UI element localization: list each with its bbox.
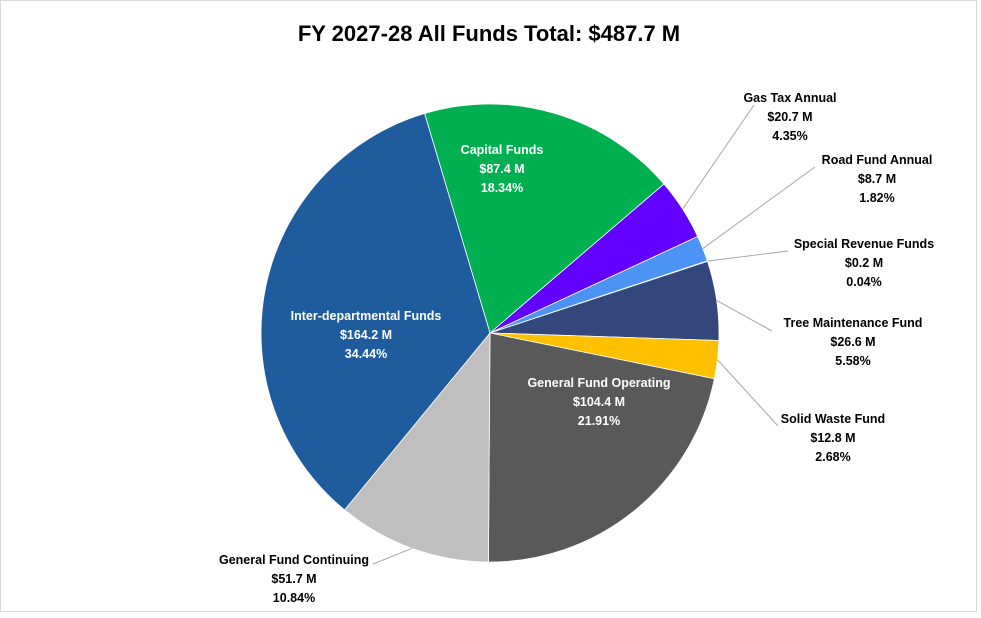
- data-label-general-fund-continuing-name: General Fund Continuing: [219, 553, 369, 567]
- leader-line-gas-tax-annual: [682, 104, 755, 210]
- data-label-capital-funds-amount: $87.4 M: [479, 162, 524, 176]
- data-label-special-revenue-funds-percent: 0.04%: [846, 275, 881, 289]
- data-label-inter-departmental-funds-amount: $164.2 M: [340, 328, 392, 342]
- data-label-tree-maintenance-fund-percent: 5.58%: [835, 354, 870, 368]
- leader-lines: [372, 104, 816, 565]
- data-label-tree-maintenance-fund-name: Tree Maintenance Fund: [784, 316, 923, 330]
- leader-line-special-revenue-funds: [707, 250, 789, 262]
- data-label-special-revenue-funds-amount: $0.2 M: [845, 256, 883, 270]
- data-label-capital-funds-name: Capital Funds: [461, 143, 544, 157]
- data-label-solid-waste-fund-amount: $12.8 M: [810, 431, 855, 445]
- leader-line-road-fund-annual: [702, 166, 816, 249]
- pie-slice-general-fund-operating: [488, 332, 715, 563]
- data-label-capital-funds-percent: 18.34%: [481, 181, 523, 195]
- data-label-solid-waste-fund-name: Solid Waste Fund: [781, 412, 885, 426]
- data-label-general-fund-continuing-amount: $51.7 M: [271, 572, 316, 586]
- data-label-road-fund-annual-percent: 1.82%: [859, 191, 894, 205]
- data-label-solid-waste-fund-percent: 2.68%: [815, 450, 850, 464]
- data-label-general-fund-operating-percent: 21.91%: [578, 414, 620, 428]
- data-label-road-fund-annual-amount: $8.7 M: [858, 172, 896, 186]
- data-label-gas-tax-annual-name: Gas Tax Annual: [743, 91, 836, 105]
- slice-labels: Capital Funds $87.4 M 18.34% Gas Tax Annual…: [219, 91, 934, 605]
- leader-line-solid-waste-fund: [717, 359, 779, 427]
- leader-line-general-fund-continuing: [372, 547, 413, 565]
- data-label-road-fund-annual-name: Road Fund Annual: [822, 153, 933, 167]
- pie-slice-capital-funds: [424, 103, 665, 334]
- leader-line-tree-maintenance-fund: [716, 299, 773, 332]
- data-label-general-fund-continuing-percent: 10.84%: [273, 591, 315, 605]
- data-label-inter-departmental-funds-percent: 34.44%: [345, 347, 387, 361]
- chart-title: FY 2027-28 All Funds Total: $487.7 M: [298, 21, 680, 46]
- data-label-special-revenue-funds-name: Special Revenue Funds: [794, 237, 934, 251]
- pie-slice-inter-departmental-funds: [260, 113, 491, 511]
- data-label-inter-departmental-funds-name: Inter-departmental Funds: [291, 309, 442, 323]
- data-label-tree-maintenance-fund-amount: $26.6 M: [830, 335, 875, 349]
- data-label-gas-tax-annual-amount: $20.7 M: [767, 110, 812, 124]
- data-label-gas-tax-annual-percent: 4.35%: [772, 129, 807, 143]
- data-label-general-fund-operating-amount: $104.4 M: [573, 395, 625, 409]
- pie-slice-general-fund-continuing: [344, 331, 491, 563]
- pie-slices: [260, 103, 720, 563]
- data-label-general-fund-operating-name: General Fund Operating: [527, 376, 670, 390]
